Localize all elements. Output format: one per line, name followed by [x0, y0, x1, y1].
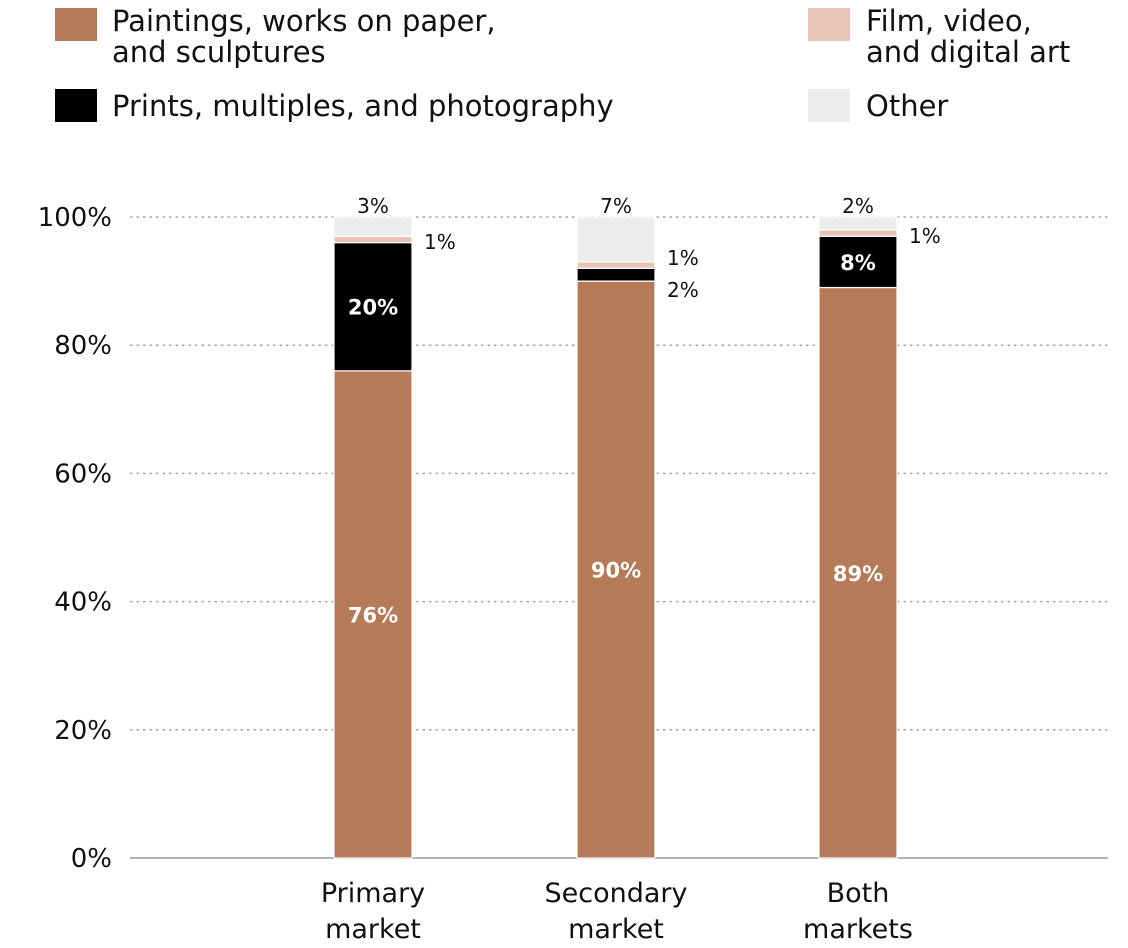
data-label: 89% — [833, 562, 883, 586]
x-category-label: Primary — [321, 878, 425, 909]
data-label: 8% — [840, 251, 876, 275]
x-category-label: markets — [803, 914, 913, 945]
data-label: 90% — [591, 559, 641, 583]
bar-segment — [818, 235, 898, 289]
legend-label: Prints, multiples, and photography — [112, 89, 614, 123]
legend-swatch — [808, 89, 850, 122]
data-label: 20% — [348, 296, 398, 320]
bar-segment — [576, 267, 656, 282]
data-labels: 76% 20% 1% 3% 90% 2% 1% 7% 89% 8% 1% 2% — [348, 194, 941, 627]
legend-label: Other — [866, 89, 948, 123]
bar-segment — [818, 229, 898, 237]
y-tick-label: 100% — [38, 203, 112, 233]
data-label: 1% — [667, 246, 699, 270]
data-label: 1% — [909, 224, 941, 248]
data-label: 7% — [600, 194, 632, 218]
legend-label: Paintings, works on paper, — [112, 4, 496, 38]
bar-segment — [576, 216, 656, 263]
legend: Paintings, works on paper,and sculptures… — [55, 4, 1070, 123]
y-axis: 0% 20% 40% 60% 80% 100% — [38, 203, 1108, 874]
legend-label: Film, video, — [866, 4, 1032, 38]
bar-segment — [333, 235, 413, 244]
y-tick-label: 20% — [54, 716, 112, 746]
bar-segment — [333, 216, 413, 237]
x-category-label: Secondary — [545, 878, 688, 909]
legend-label: and digital art — [866, 35, 1070, 69]
x-axis: Primary market Secondary market Both markets — [321, 878, 913, 945]
x-category-label: market — [325, 914, 421, 945]
bar-segment — [576, 280, 656, 859]
bar-segment — [333, 370, 413, 859]
x-category-label: market — [568, 914, 664, 945]
legend-swatch — [55, 8, 97, 41]
data-label: 1% — [424, 230, 456, 254]
y-tick-label: 40% — [54, 588, 112, 618]
legend-entry: Other — [808, 89, 948, 123]
y-tick-label: 60% — [54, 459, 112, 489]
bar-segment — [333, 242, 413, 372]
legend-swatch — [55, 89, 97, 122]
legend-swatch — [808, 8, 850, 41]
legend-entry: Prints, multiples, and photography — [55, 89, 614, 123]
bar-segment — [818, 216, 898, 231]
bars — [333, 216, 898, 859]
legend-entry: Paintings, works on paper,and sculptures — [55, 4, 496, 69]
data-label: 2% — [842, 194, 874, 218]
data-label: 2% — [667, 278, 699, 302]
data-label: 3% — [357, 194, 389, 218]
legend-entry: Film, video,and digital art — [808, 4, 1070, 69]
legend-label: and sculptures — [112, 35, 326, 69]
y-tick-label: 0% — [71, 844, 112, 874]
x-category-label: Both — [827, 878, 890, 909]
y-tick-label: 80% — [54, 331, 112, 361]
bar-segment — [576, 261, 656, 269]
data-label: 76% — [348, 603, 398, 627]
